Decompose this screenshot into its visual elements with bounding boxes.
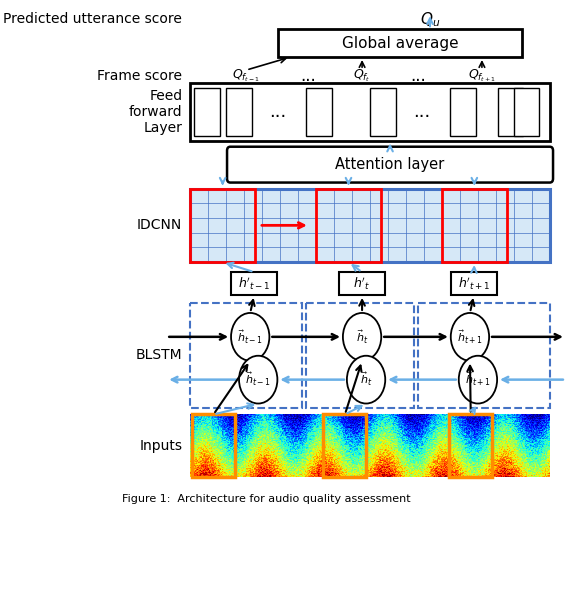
Text: $\vec{h}_{t-1}$: $\vec{h}_{t-1}$	[237, 328, 263, 346]
Bar	[231, 272, 278, 295]
Text: $\vec{h}_{t+1}$: $\vec{h}_{t+1}$	[457, 328, 483, 346]
Bar	[418, 303, 550, 408]
Bar	[370, 88, 396, 136]
Text: $Q_{f_{t-1}}$: $Q_{f_{t-1}}$	[232, 68, 260, 84]
Bar	[450, 88, 476, 136]
Bar	[226, 88, 252, 136]
Text: Figure 1:  Architecture for audio quality assessment: Figure 1: Architecture for audio quality…	[122, 494, 411, 504]
Text: BLSTM: BLSTM	[136, 348, 182, 362]
Text: $h'_t$: $h'_t$	[353, 275, 371, 292]
Text: $\vec{h}_{t}$: $\vec{h}_{t}$	[356, 328, 368, 346]
Bar	[190, 188, 255, 262]
Bar	[442, 188, 507, 262]
Bar	[451, 272, 497, 295]
Text: Predicted utterance score: Predicted utterance score	[3, 12, 182, 26]
Text: $Q_u$: $Q_u$	[420, 10, 440, 29]
Text: ...: ...	[300, 67, 316, 85]
Text: $Q_{f_t}$: $Q_{f_t}$	[353, 68, 371, 84]
Text: ...: ...	[270, 103, 287, 121]
Bar	[230, 150, 550, 179]
Text: Inputs: Inputs	[139, 439, 182, 453]
Bar	[190, 303, 302, 408]
Bar	[306, 88, 332, 136]
Text: Feed
forward
Layer: Feed forward Layer	[128, 88, 182, 135]
Text: $\vec{h}_{t}$: $\vec{h}_{t}$	[360, 371, 372, 388]
FancyBboxPatch shape	[227, 147, 553, 182]
Text: $\vec{h}_{t-1}$: $\vec{h}_{t-1}$	[245, 371, 271, 388]
Bar	[449, 414, 492, 477]
Text: Frame score: Frame score	[97, 69, 182, 83]
Text: $h'_{t+1}$: $h'_{t+1}$	[457, 275, 490, 292]
Circle shape	[343, 313, 381, 361]
Bar	[514, 88, 540, 136]
Circle shape	[451, 313, 489, 361]
Text: $\vec{h}_{t+1}$: $\vec{h}_{t+1}$	[465, 371, 491, 388]
Text: Attention layer: Attention layer	[335, 157, 445, 172]
Circle shape	[458, 356, 497, 403]
Bar	[498, 88, 524, 136]
Text: Global average: Global average	[342, 36, 458, 51]
Bar	[316, 188, 381, 262]
Bar	[306, 303, 414, 408]
Text: ...: ...	[410, 67, 426, 85]
Bar	[323, 414, 366, 477]
Bar	[190, 188, 550, 262]
Text: ...: ...	[414, 103, 431, 121]
Text: $Q_{f_{t+1}}$: $Q_{f_{t+1}}$	[468, 68, 496, 84]
Bar	[339, 272, 385, 295]
Bar	[190, 83, 550, 141]
Bar	[194, 88, 220, 136]
Bar	[192, 414, 235, 477]
Text: IDCNN: IDCNN	[137, 219, 182, 232]
Bar	[278, 29, 522, 57]
Circle shape	[239, 356, 278, 403]
Circle shape	[347, 356, 385, 403]
Text: $h'_{t-1}$: $h'_{t-1}$	[238, 275, 271, 292]
Circle shape	[231, 313, 270, 361]
